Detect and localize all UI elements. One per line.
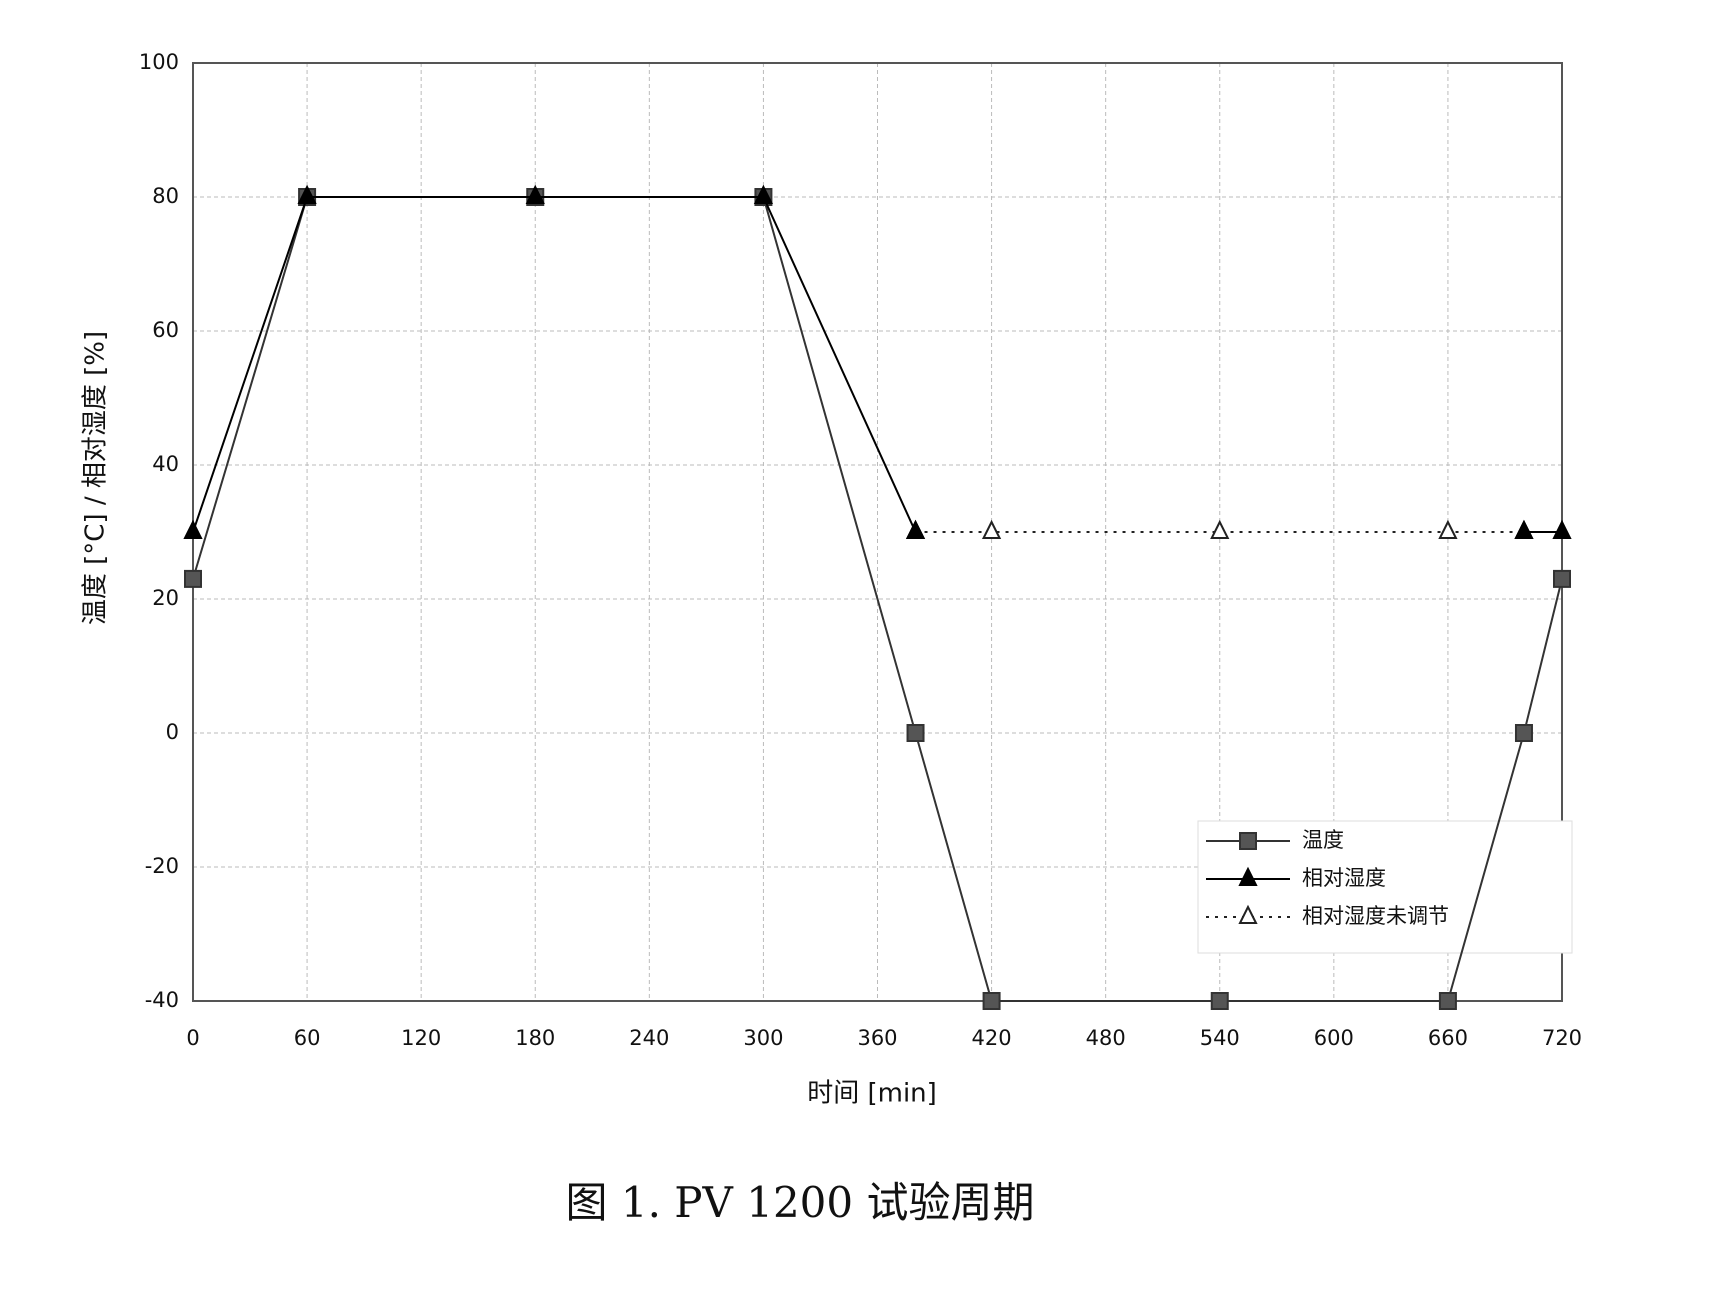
y-tick-label: 20 xyxy=(152,586,179,610)
x-tick-label: 720 xyxy=(1542,1026,1582,1050)
y-axis-label: 温度 [°C] / 相对湿度 [%] xyxy=(81,331,111,625)
y-tick-label: -40 xyxy=(145,988,179,1012)
legend-label: 温度 xyxy=(1302,828,1344,852)
marker xyxy=(297,184,317,204)
marker xyxy=(1438,519,1458,539)
y-tick-label: 0 xyxy=(166,720,179,744)
marker xyxy=(905,519,926,539)
x-axis-label: 时间 [min] xyxy=(807,1079,937,1109)
x-tick-label: 540 xyxy=(1200,1026,1240,1050)
x-tick-label: 120 xyxy=(401,1026,441,1050)
marker xyxy=(1210,992,1229,1010)
marker xyxy=(906,724,925,742)
legend-box xyxy=(1197,820,1573,954)
marker xyxy=(1552,519,1572,539)
y-tick-label: 60 xyxy=(152,318,179,342)
marker xyxy=(1514,519,1534,539)
marker xyxy=(1438,992,1457,1010)
marker xyxy=(184,569,202,588)
x-tick-label: 180 xyxy=(515,1026,555,1050)
marker xyxy=(183,519,203,539)
x-tick-label: 600 xyxy=(1314,1026,1354,1050)
legend-label: 相对湿度未调节 xyxy=(1302,904,1449,928)
x-tick-label: 480 xyxy=(1086,1026,1126,1050)
x-tick-label: 660 xyxy=(1428,1026,1468,1050)
marker xyxy=(753,184,774,204)
y-tick-label: 40 xyxy=(152,452,179,476)
marker xyxy=(1238,904,1258,924)
x-tick-label: 0 xyxy=(186,1026,199,1050)
legend-label: 相对湿度 xyxy=(1302,866,1386,890)
marker xyxy=(1210,519,1230,539)
x-tick-label: 240 xyxy=(629,1026,669,1050)
x-tick-label: 300 xyxy=(743,1026,783,1050)
marker xyxy=(1239,832,1257,850)
marker xyxy=(982,992,1001,1010)
x-tick-label: 360 xyxy=(857,1026,897,1050)
marker xyxy=(525,184,545,204)
y-tick-label: 80 xyxy=(152,184,179,208)
x-tick-label: 420 xyxy=(972,1026,1012,1050)
y-tick-label: -20 xyxy=(145,854,179,878)
marker xyxy=(1238,866,1258,886)
caption: 图 1. PV 1200 试验周期 xyxy=(566,1178,1035,1227)
y-tick-label: 100 xyxy=(139,50,179,74)
x-tick-label: 60 xyxy=(294,1026,321,1050)
marker xyxy=(1553,569,1571,588)
marker xyxy=(1514,724,1533,742)
marker xyxy=(981,519,1002,539)
